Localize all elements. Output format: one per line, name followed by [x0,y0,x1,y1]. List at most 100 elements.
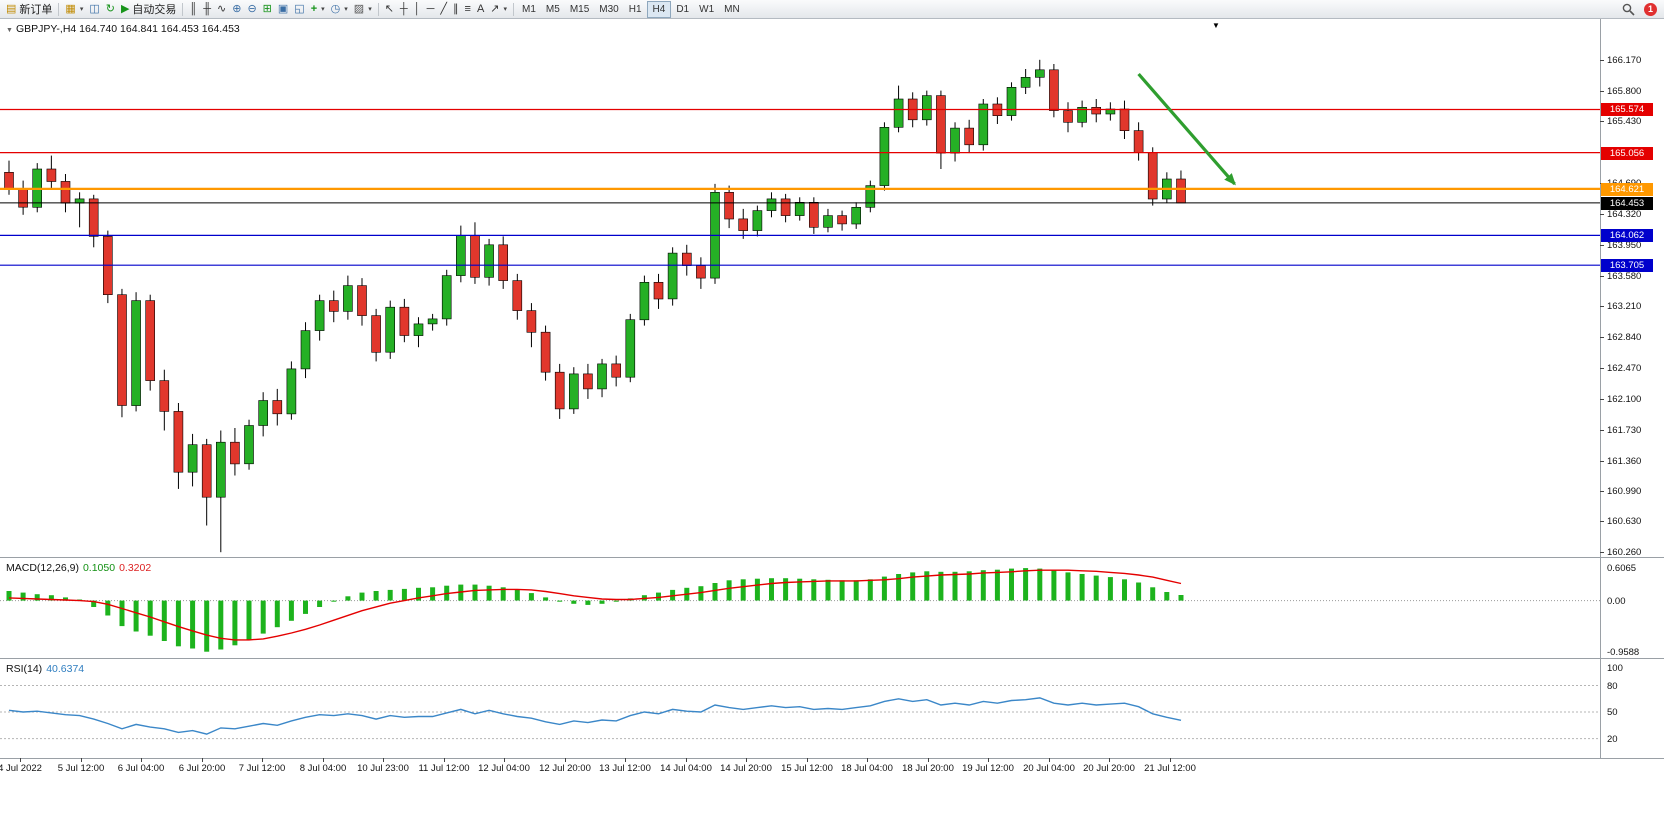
macd-histogram-bar [190,600,196,649]
macd-histogram-bar [416,587,421,601]
bear-candle [4,172,14,190]
crosshair-tool-button[interactable]: ┼ [397,1,411,18]
tf-m15[interactable]: M15 [569,3,590,15]
charts-button[interactable]: ▦ ▾ [62,1,86,18]
price-axis[interactable] [1601,19,1664,758]
macd-histogram-bar [769,578,774,601]
bull-candle [1006,87,1017,116]
profiles-button[interactable]: ◫ [86,1,102,18]
tile-windows-button[interactable]: ⊞ [260,1,275,18]
arrange-button[interactable]: ◱ [291,1,307,18]
line-chart-button[interactable]: ∿ [214,1,229,18]
macd-pane-separator[interactable] [0,557,1664,558]
vertical-line-tool-button[interactable]: │ [411,1,424,18]
periods-button[interactable]: ◷ ▾ [328,1,351,18]
cascade-button[interactable]: ▣ [275,1,291,18]
search-button[interactable] [1619,1,1638,18]
chevron-down-icon: ▾ [368,6,372,13]
notifications-badge[interactable]: 1 [1644,2,1657,16]
zoom-in-button[interactable]: ⊕ [229,1,244,18]
tf-m30[interactable]: M30 [599,3,619,15]
autotrading-button[interactable]: ▶ 自动交易 [118,1,179,18]
bear-candle [173,411,184,473]
macd-pane-canvas[interactable] [0,558,1600,658]
cursor-tool-button[interactable]: ↖ [382,1,397,18]
refresh-button[interactable]: ↻ [103,1,118,18]
macd-histogram-bar [1009,568,1014,601]
bull-candle [484,244,494,278]
zoom-out-icon: ⊖ [247,2,257,15]
tf-mn[interactable]: MN [724,3,740,15]
bear-candle [230,441,240,465]
bar-chart-button[interactable]: ║ [186,1,200,18]
macd-histogram-bar [783,578,789,601]
indicators-button[interactable]: + ▾ [308,1,328,18]
toolbar-separator [377,2,379,16]
macd-histogram-bar [571,600,577,604]
macd-histogram-bar [345,596,351,601]
bear-candle [272,400,283,415]
tf-h1[interactable]: H1 [628,3,642,15]
indicators-icon: + [310,2,318,15]
main-chart-canvas[interactable] [0,19,1600,558]
bear-candle [60,181,71,204]
templates-button[interactable]: ▨ ▾ [351,1,375,18]
rsi-line [8,697,1182,735]
tf-m1[interactable]: M1 [522,3,536,15]
search-icon [1622,3,1635,16]
tf-h4[interactable]: H4 [646,0,672,18]
bull-candle [343,285,353,312]
fibonacci-tool-button[interactable]: ≡ [462,1,474,18]
macd-histogram-bar [401,588,407,601]
macd-histogram-bar [1164,592,1170,601]
macd-histogram-bar [599,600,605,604]
zoom-out-button[interactable]: ⊖ [244,1,259,18]
horizontal-line-icon: ─ [426,2,435,15]
arrows-tool-button[interactable]: ↗ ▾ [487,1,510,18]
macd-histogram-bar [1136,582,1142,601]
bear-candle [1049,69,1059,111]
price-axis-border [1600,19,1601,758]
clock-icon: ◷ [330,2,341,15]
tf-d1[interactable]: D1 [676,3,690,15]
crosshair-icon: ┼ [399,2,408,15]
time-axis[interactable] [0,759,1664,789]
bear-candle [88,198,99,237]
time-axis-separator [0,758,1664,759]
arrows-icon: ↗ [490,2,500,15]
toolbar-separator [58,2,60,16]
rsi-pane-separator[interactable] [0,658,1664,659]
candlestick-icon: ╫ [203,2,212,15]
bear-candle [371,315,381,353]
tf-w1[interactable]: W1 [699,3,715,15]
tf-m5[interactable]: M5 [545,3,560,15]
bear-candle [936,95,946,154]
rsi-label: RSI(14) [6,663,43,675]
trend-arrow [1137,72,1236,186]
new-order-button[interactable]: ▤ 新订单 [3,1,55,18]
macd-histogram-bar [514,589,520,601]
trendline-tool-button[interactable]: ╱ [437,1,450,18]
bear-candle [1119,108,1130,132]
trendline-icon: ╱ [440,2,448,15]
bear-candle [145,300,155,381]
bull-candle [244,425,254,465]
rsi-pane-canvas[interactable] [0,659,1600,758]
macd-histogram-bar [938,571,944,601]
horizontal-line-tool-button[interactable]: ─ [424,1,438,18]
channel-tool-button[interactable]: ∥ [450,1,462,18]
macd-histogram-bar [331,600,337,602]
macd-histogram-bar [1051,570,1057,601]
candlestick-button[interactable]: ╫ [200,1,214,18]
macd-histogram-bar [853,580,859,601]
bear-candle [554,371,565,410]
text-tool-button[interactable]: A [474,1,487,18]
bear-candle [328,300,339,312]
new-order-label: 新订单 [19,4,53,16]
arrange-icon: ◱ [294,2,305,15]
bear-candle [611,363,622,378]
macd-histogram-bar [952,571,958,601]
chart-end-marker[interactable]: ▼ [1212,21,1220,30]
new-order-icon: ▤ [6,2,17,15]
macd-histogram-bar [34,594,40,601]
